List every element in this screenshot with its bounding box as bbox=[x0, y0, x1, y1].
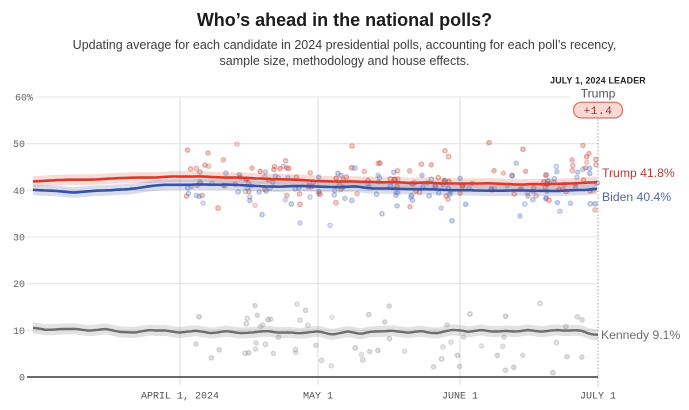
svg-text:+1.4: +1.4 bbox=[584, 106, 613, 118]
svg-text:40: 40 bbox=[13, 187, 25, 198]
svg-text:30: 30 bbox=[13, 234, 25, 245]
svg-text:Kennedy 9.1%: Kennedy 9.1% bbox=[601, 328, 680, 342]
svg-text:50: 50 bbox=[13, 140, 25, 151]
svg-text:Trump 41.8%: Trump 41.8% bbox=[602, 166, 675, 180]
svg-text:APRIL 1, 2024: APRIL 1, 2024 bbox=[141, 392, 219, 403]
svg-text:JUNE 1: JUNE 1 bbox=[442, 392, 478, 403]
svg-text:JULY 1: JULY 1 bbox=[580, 392, 616, 403]
svg-text:JULY 1, 2024 LEADER: JULY 1, 2024 LEADER bbox=[550, 76, 646, 86]
svg-text:60%: 60% bbox=[15, 94, 33, 105]
svg-text:0: 0 bbox=[19, 374, 25, 385]
svg-text:20: 20 bbox=[13, 280, 25, 291]
svg-text:10: 10 bbox=[13, 327, 25, 338]
svg-text:MAY 1: MAY 1 bbox=[303, 392, 333, 403]
svg-text:Trump: Trump bbox=[581, 87, 616, 101]
svg-text:Biden 40.4%: Biden 40.4% bbox=[602, 190, 671, 204]
